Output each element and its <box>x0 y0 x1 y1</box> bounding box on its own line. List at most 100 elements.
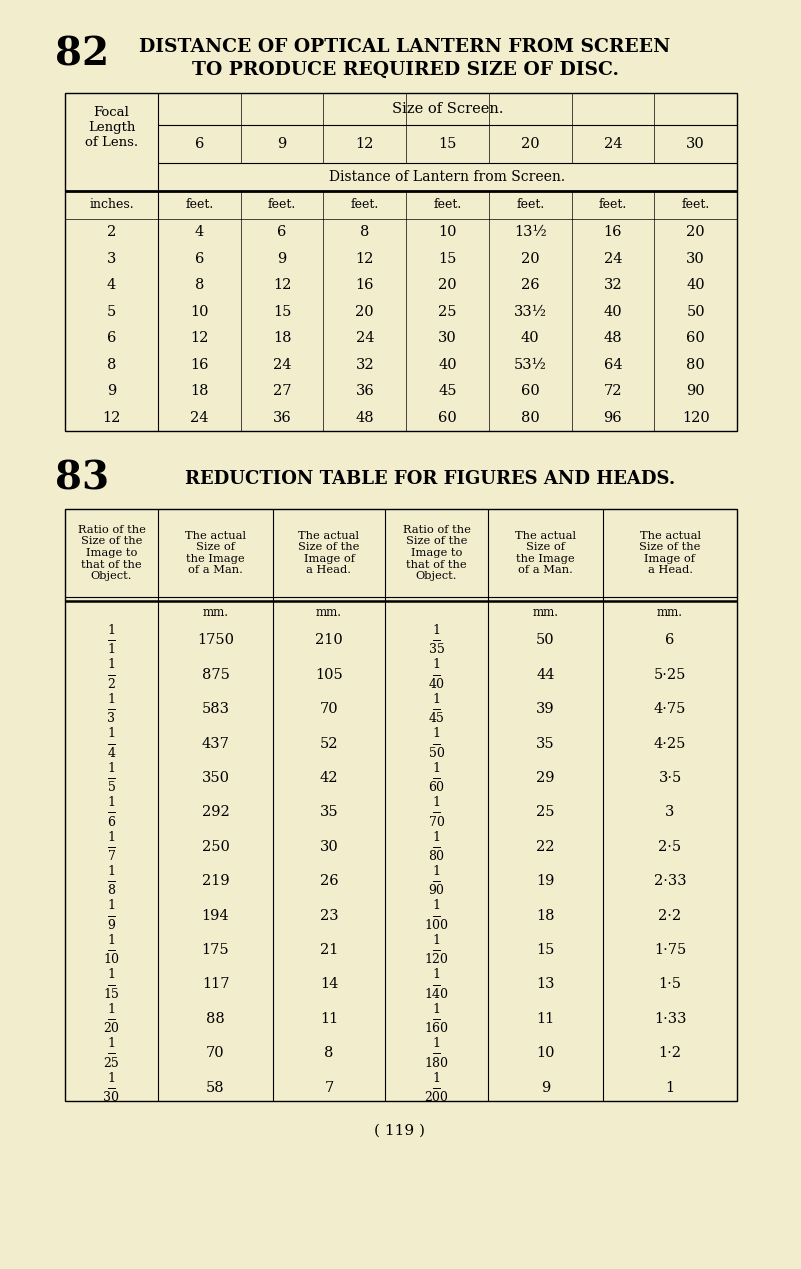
Text: feet.: feet. <box>433 198 461 212</box>
Text: 30: 30 <box>438 331 457 345</box>
Text: 6: 6 <box>277 226 287 240</box>
Text: 15: 15 <box>438 251 457 265</box>
Text: 40: 40 <box>686 278 705 292</box>
Text: 7: 7 <box>324 1081 334 1095</box>
Text: 24: 24 <box>604 251 622 265</box>
Text: 4·75: 4·75 <box>654 702 686 716</box>
Text: 30: 30 <box>686 137 705 151</box>
Text: 25: 25 <box>103 1057 119 1070</box>
Text: 4·25: 4·25 <box>654 736 686 750</box>
Text: The actual
Size of
the Image
of a Man.: The actual Size of the Image of a Man. <box>185 530 246 575</box>
Text: 10: 10 <box>103 953 119 966</box>
Text: 250: 250 <box>202 840 229 854</box>
Text: 1: 1 <box>433 624 441 637</box>
Text: 1: 1 <box>666 1081 674 1095</box>
Text: 117: 117 <box>202 977 229 991</box>
Text: 36: 36 <box>356 385 374 398</box>
Text: 292: 292 <box>202 806 229 820</box>
Text: 80: 80 <box>521 411 540 425</box>
Text: 3: 3 <box>107 712 115 725</box>
Text: 6: 6 <box>107 816 115 829</box>
Text: 42: 42 <box>320 772 338 786</box>
Text: 175: 175 <box>202 943 229 957</box>
Text: 2: 2 <box>107 678 115 690</box>
Text: 9: 9 <box>541 1081 550 1095</box>
Text: 26: 26 <box>521 278 540 292</box>
Text: mm.: mm. <box>316 605 342 618</box>
Text: REDUCTION TABLE FOR FIGURES AND HEADS.: REDUCTION TABLE FOR FIGURES AND HEADS. <box>185 470 675 489</box>
Text: 120: 120 <box>425 953 449 966</box>
Text: 20: 20 <box>521 137 540 151</box>
Text: 1: 1 <box>107 796 115 810</box>
Text: 3: 3 <box>107 251 116 265</box>
Text: 1: 1 <box>107 727 115 740</box>
Text: 8: 8 <box>324 1047 334 1061</box>
Text: 32: 32 <box>604 278 622 292</box>
Text: 20: 20 <box>356 305 374 319</box>
Text: 120: 120 <box>682 411 710 425</box>
Text: 40: 40 <box>429 678 445 690</box>
Text: 6: 6 <box>107 331 116 345</box>
Text: 100: 100 <box>425 919 449 931</box>
Text: 1750: 1750 <box>197 633 234 647</box>
Text: 39: 39 <box>536 702 555 716</box>
Text: 3: 3 <box>666 806 674 820</box>
Text: 60: 60 <box>686 331 705 345</box>
Text: 437: 437 <box>202 736 229 750</box>
Text: feet.: feet. <box>682 198 710 212</box>
Text: 45: 45 <box>438 385 457 398</box>
Text: 90: 90 <box>429 884 445 897</box>
Text: 83: 83 <box>55 459 109 497</box>
Text: 1·5: 1·5 <box>658 977 682 991</box>
Text: 10: 10 <box>438 226 457 240</box>
Text: 105: 105 <box>315 667 343 681</box>
Text: 1: 1 <box>433 693 441 706</box>
Text: 1: 1 <box>433 659 441 671</box>
Text: 24: 24 <box>190 411 208 425</box>
Text: 45: 45 <box>429 712 445 725</box>
Text: 1: 1 <box>433 900 441 912</box>
Text: 82: 82 <box>55 36 109 74</box>
Text: 1: 1 <box>107 693 115 706</box>
Text: 19: 19 <box>537 874 554 888</box>
Text: 32: 32 <box>356 358 374 372</box>
Text: 52: 52 <box>320 736 338 750</box>
Text: 1: 1 <box>433 1003 441 1015</box>
Text: 15: 15 <box>438 137 457 151</box>
Text: 72: 72 <box>604 385 622 398</box>
Text: 12: 12 <box>190 331 208 345</box>
Text: 35: 35 <box>320 806 338 820</box>
Text: feet.: feet. <box>185 198 214 212</box>
Text: feet.: feet. <box>599 198 627 212</box>
Text: mm.: mm. <box>657 605 683 618</box>
Text: 18: 18 <box>273 331 292 345</box>
Text: 27: 27 <box>273 385 292 398</box>
Text: 12: 12 <box>356 251 374 265</box>
Text: inches.: inches. <box>89 198 134 212</box>
Text: 23: 23 <box>320 909 338 923</box>
Text: 58: 58 <box>206 1081 225 1095</box>
Text: 5: 5 <box>107 305 116 319</box>
Text: 70: 70 <box>320 702 338 716</box>
Text: 8: 8 <box>195 278 204 292</box>
Text: 1: 1 <box>433 968 441 981</box>
Text: 1: 1 <box>433 727 441 740</box>
Text: 6: 6 <box>666 633 674 647</box>
Text: 1: 1 <box>433 761 441 775</box>
Text: 8: 8 <box>107 358 116 372</box>
Text: 2·5: 2·5 <box>658 840 682 854</box>
Text: 9: 9 <box>107 919 115 931</box>
Text: 1: 1 <box>433 865 441 878</box>
Text: The actual
Size of the
Image of
a Head.: The actual Size of the Image of a Head. <box>639 530 701 575</box>
Text: 350: 350 <box>202 772 230 786</box>
Text: 1: 1 <box>107 1003 115 1015</box>
Text: Size of Screen.: Size of Screen. <box>392 102 503 115</box>
Text: 15: 15 <box>537 943 554 957</box>
Text: 60: 60 <box>438 411 457 425</box>
Text: 14: 14 <box>320 977 338 991</box>
Text: ( 119 ): ( 119 ) <box>375 1124 425 1138</box>
Text: 194: 194 <box>202 909 229 923</box>
Text: 30: 30 <box>320 840 338 854</box>
Text: 36: 36 <box>272 411 292 425</box>
Text: 26: 26 <box>320 874 338 888</box>
